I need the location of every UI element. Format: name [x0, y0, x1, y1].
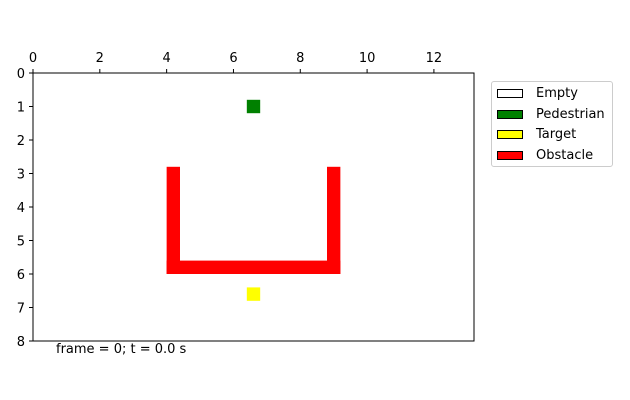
y-tick-label-8: 8	[17, 335, 25, 350]
y-tick-label-3: 3	[17, 168, 25, 183]
x-tick-label-4: 4	[162, 51, 170, 66]
x-tick-label-8: 8	[296, 51, 304, 66]
obstacle-cell-2	[166, 166, 180, 274]
legend-swatch-empty	[497, 88, 523, 98]
y-tick-label-0: 0	[17, 67, 25, 82]
legend: Empty Pedestrian Target Obstacle	[491, 81, 613, 167]
y-axis-ticks: 0 1 2 3 4 5 6 7 8	[17, 67, 33, 350]
pedestrian-cell-0	[246, 99, 261, 114]
frame-time-label: frame = 0; t = 0.0 s	[56, 342, 187, 357]
y-tick-label-2: 2	[17, 134, 25, 149]
legend-item-target: Target	[497, 125, 576, 143]
legend-swatch-pedestrian	[497, 109, 523, 119]
x-tick-label-12: 12	[426, 51, 443, 66]
legend-item-pedestrian: Pedestrian	[497, 105, 605, 123]
target-cell-1	[246, 287, 261, 301]
legend-label-pedestrian: Pedestrian	[536, 106, 605, 122]
legend-item-obstacle: Obstacle	[497, 146, 593, 164]
y-tick-label-5: 5	[17, 235, 25, 250]
cells-layer	[166, 99, 341, 301]
x-tick-label-0: 0	[29, 51, 37, 66]
y-tick-label-7: 7	[17, 302, 25, 317]
obstacle-cell-3	[327, 166, 341, 274]
obstacle-cell-4	[166, 260, 341, 274]
legend-swatch-obstacle	[497, 150, 523, 160]
x-tick-label-10: 10	[359, 51, 376, 66]
legend-label-target: Target	[536, 126, 577, 142]
y-tick-label-6: 6	[17, 268, 25, 283]
legend-item-empty: Empty	[497, 84, 578, 102]
x-axis-ticks: 0 2 4 6 8 10 12	[29, 51, 442, 73]
x-tick-label-2: 2	[96, 51, 104, 66]
legend-label-empty: Empty	[536, 85, 578, 101]
y-tick-label-1: 1	[17, 101, 25, 116]
legend-label-obstacle: Obstacle	[536, 147, 594, 163]
y-tick-label-4: 4	[17, 201, 25, 216]
legend-swatch-target	[497, 129, 523, 139]
x-tick-label-6: 6	[229, 51, 237, 66]
